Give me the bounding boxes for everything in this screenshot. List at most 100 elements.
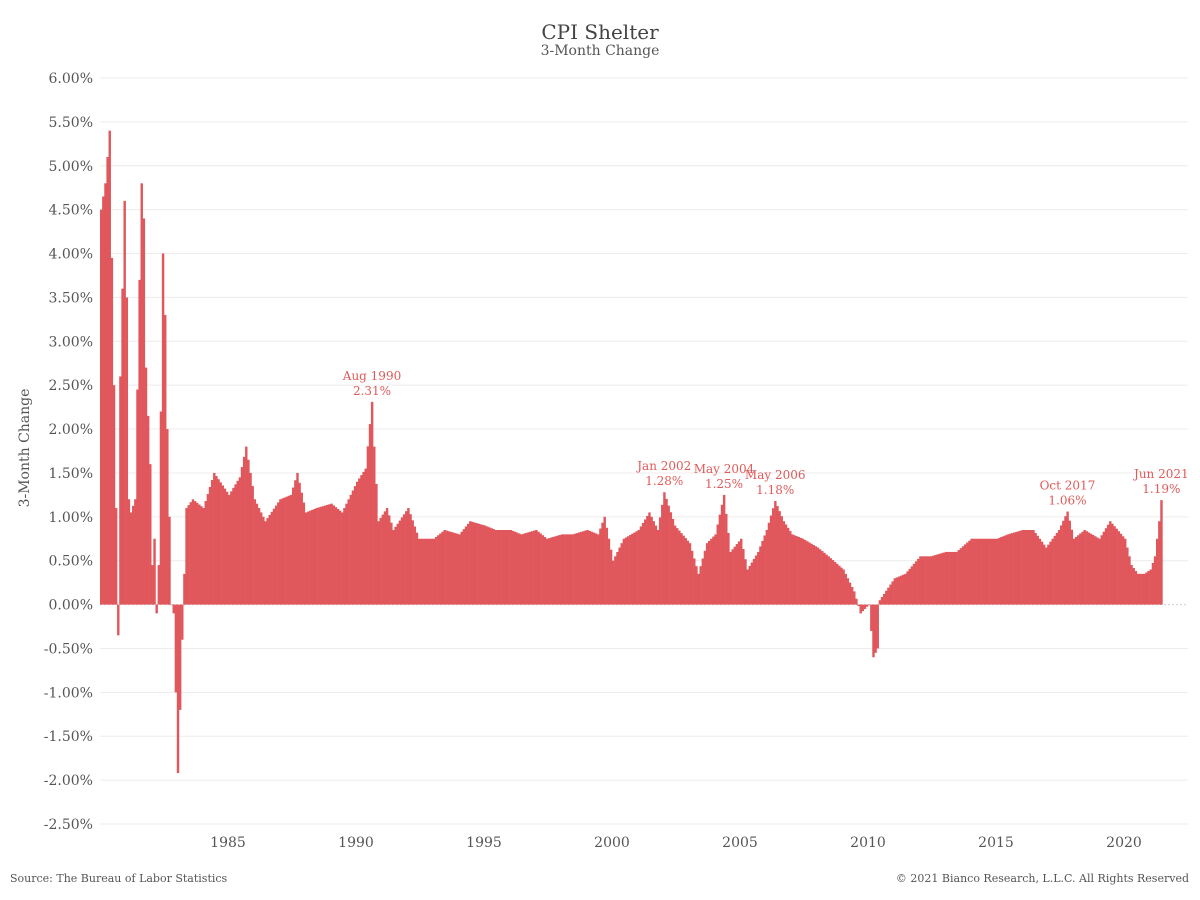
- x-tick-label: 2020: [1106, 835, 1142, 851]
- bar: [955, 551, 958, 605]
- bar: [1055, 532, 1059, 605]
- bar: [594, 533, 598, 605]
- bar: [1070, 529, 1074, 605]
- bar: [784, 524, 788, 605]
- bar: [1113, 526, 1116, 605]
- bar: [1064, 516, 1067, 605]
- bar: [501, 529, 504, 605]
- bar: [270, 511, 274, 605]
- bar: [1021, 529, 1025, 605]
- bar: [302, 502, 306, 605]
- bar: [328, 504, 331, 605]
- bar: [202, 508, 205, 605]
- bar: [742, 549, 745, 605]
- bar: [878, 600, 882, 605]
- bar: [953, 551, 956, 605]
- bar: [688, 543, 692, 605]
- bar: [144, 367, 148, 605]
- bar: [680, 533, 683, 605]
- bar: [607, 538, 611, 605]
- bar: [151, 565, 154, 605]
- bar: [733, 546, 737, 605]
- bar: [914, 561, 918, 605]
- bar: [1000, 537, 1003, 605]
- bar: [484, 525, 487, 605]
- bar: [974, 538, 978, 605]
- bar: [533, 530, 536, 605]
- bar: [296, 472, 299, 605]
- bar: [612, 560, 615, 605]
- bar: [1132, 568, 1135, 605]
- bar: [669, 512, 673, 605]
- bar: [1060, 525, 1063, 605]
- bar: [1017, 531, 1020, 605]
- bar: [927, 556, 931, 605]
- annotation-value: 1.06%: [1048, 494, 1086, 508]
- bar: [985, 538, 988, 605]
- bar: [895, 577, 899, 605]
- bar: [1013, 532, 1016, 605]
- bar: [676, 528, 679, 605]
- bar: [528, 531, 532, 605]
- bar: [776, 506, 779, 605]
- bar: [936, 554, 939, 605]
- bar: [232, 487, 235, 605]
- bar: [343, 508, 346, 605]
- bar: [797, 537, 801, 605]
- bar: [863, 604, 867, 609]
- bar: [840, 567, 843, 605]
- bar: [1151, 562, 1155, 605]
- y-tick-label: 0.50%: [49, 554, 93, 570]
- bar: [575, 533, 579, 605]
- bar: [752, 558, 756, 605]
- bar: [341, 512, 344, 605]
- bar: [400, 517, 404, 605]
- bar: [405, 511, 408, 605]
- bar: [810, 543, 813, 605]
- bar: [818, 549, 822, 605]
- bar: [373, 446, 376, 605]
- bar: [321, 506, 325, 605]
- y-tick-label: 5.00%: [49, 159, 93, 175]
- bar: [490, 528, 493, 605]
- bar: [695, 566, 698, 605]
- bar: [605, 527, 609, 605]
- bar: [853, 591, 856, 605]
- bar: [946, 551, 950, 605]
- bar: [198, 504, 201, 605]
- bar: [520, 534, 523, 605]
- bar: [206, 494, 210, 605]
- bar: [439, 533, 442, 605]
- bar: [1092, 535, 1095, 605]
- bar: [641, 522, 645, 605]
- bar: [193, 501, 197, 605]
- bar: [464, 526, 468, 605]
- bar: [814, 546, 818, 605]
- annotation-label: Jan 2002: [635, 459, 691, 473]
- bar: [757, 551, 760, 605]
- bar: [989, 538, 993, 605]
- bar: [317, 507, 321, 605]
- bar: [283, 497, 286, 605]
- bar: [718, 514, 722, 605]
- bar: [388, 515, 391, 605]
- y-tick-label: 6.00%: [49, 71, 93, 87]
- bar: [294, 480, 297, 605]
- bar: [554, 536, 557, 605]
- bar: [880, 597, 884, 605]
- bar: [729, 551, 732, 605]
- bar: [951, 551, 954, 605]
- bar: [524, 533, 527, 605]
- bar: [242, 456, 246, 605]
- bar: [223, 488, 227, 605]
- bar: [708, 540, 711, 605]
- bar: [110, 257, 114, 605]
- bar: [693, 558, 696, 605]
- bar: [1098, 538, 1101, 605]
- bar: [727, 532, 730, 605]
- bar: [1094, 536, 1097, 605]
- bar: [1121, 536, 1125, 605]
- bar: [385, 508, 389, 605]
- bar: [1096, 537, 1099, 605]
- bar: [396, 523, 399, 605]
